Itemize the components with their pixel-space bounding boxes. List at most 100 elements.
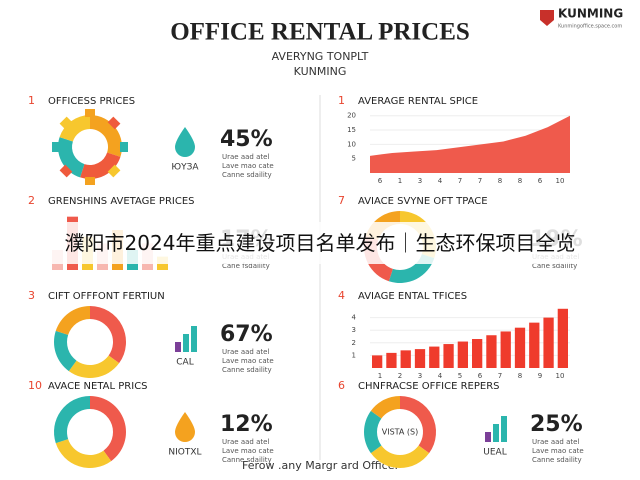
bar <box>429 346 440 368</box>
x-tick-label: 3 <box>418 177 422 185</box>
gear-tooth <box>52 142 60 152</box>
x-tick-label: 4 <box>438 177 443 185</box>
body-line: Canne sdaility <box>222 171 272 179</box>
bars-icon <box>501 416 507 442</box>
bar <box>529 322 540 368</box>
icon-caption: CAL <box>176 358 193 368</box>
bars-icon <box>191 326 197 352</box>
bar <box>514 327 526 368</box>
panel-num: 2 <box>28 194 35 207</box>
x-tick-label: 7 <box>458 177 462 185</box>
percent: 12% <box>220 412 273 437</box>
donut-segment <box>80 152 121 179</box>
gear-tooth <box>107 164 121 178</box>
donut-segment <box>54 330 77 372</box>
bars-icon <box>493 424 499 442</box>
gear-tooth <box>120 142 128 152</box>
body-line: Urae aad atel <box>222 153 269 161</box>
donut-segment <box>370 445 430 468</box>
donut-segment <box>54 396 90 444</box>
donut-segment <box>55 306 90 335</box>
y-tick-label: 2 <box>352 339 356 347</box>
gear-tooth <box>59 116 73 130</box>
y-tick-label: 5 <box>352 155 356 163</box>
x-tick-label: 1 <box>398 177 402 185</box>
y-tick-label: 4 <box>352 314 357 322</box>
bar <box>557 308 568 368</box>
bars-icon <box>183 334 189 352</box>
x-tick-label: 7 <box>498 372 502 380</box>
percent: 25% <box>530 412 583 437</box>
panel-title: AVIACE SVYNE OFT TPACE <box>358 196 488 207</box>
body-line: Lave mao cate <box>222 357 274 365</box>
x-tick-label: 10 <box>556 177 565 185</box>
y-tick-label: 3 <box>352 326 356 334</box>
donut-segment <box>90 115 122 157</box>
footer: Ferow .any Margr ard Office. <box>242 459 398 472</box>
body-line: Cane fsdaility <box>222 262 270 270</box>
gear-tooth <box>59 164 73 178</box>
bars-icon <box>485 432 491 442</box>
panel-title: AVIAGE ENTAL TFICES <box>358 291 467 302</box>
subtitle: AVERYNG TONPLT <box>272 50 369 63</box>
body-line: Canne sdaility <box>222 366 272 374</box>
donut-center: VISTA (S) <box>382 428 419 437</box>
x-tick-label: 8 <box>518 372 522 380</box>
x-tick-label: 8 <box>518 177 522 185</box>
body-line: Lave mao cate <box>222 447 274 455</box>
body-line: Cane sdaility <box>532 262 577 270</box>
panel-title: GRENSHINS AVETAGE PRICES <box>48 196 195 207</box>
x-tick-label: 9 <box>538 372 542 380</box>
bar <box>386 352 397 368</box>
body-line: Canne sdaility <box>222 456 272 464</box>
y-tick-label: 20 <box>347 112 356 120</box>
x-tick-label: 10 <box>556 372 565 380</box>
donut-segment <box>59 115 90 142</box>
percent: 45% <box>220 127 273 152</box>
panel-num: 6 <box>338 379 345 392</box>
y-tick-label: 1 <box>352 351 356 359</box>
panel-title: OFFICESS PRICES <box>48 96 135 107</box>
bars-icon <box>175 342 181 352</box>
panel-num: 1 <box>28 94 35 107</box>
x-tick-label: 2 <box>398 372 402 380</box>
x-tick-label: 5 <box>458 372 462 380</box>
x-tick-label: 6 <box>378 177 383 185</box>
panel-title: AVACE NETAL PRICS <box>48 381 148 392</box>
bar <box>400 350 411 368</box>
bar <box>486 335 497 368</box>
bar <box>414 349 426 368</box>
bar <box>372 355 383 368</box>
gear-tooth <box>107 116 121 130</box>
y-tick-label: 10 <box>347 140 356 148</box>
bar <box>443 344 454 368</box>
icon-caption: ЮYЗA <box>171 163 199 173</box>
area <box>370 115 570 173</box>
city: KUNMING <box>294 65 347 78</box>
logo-text: KUNMING <box>558 7 623 21</box>
donut-segment <box>363 410 382 454</box>
bar <box>457 341 468 368</box>
bar <box>500 331 511 368</box>
body-line: Urae aad atel <box>532 438 579 446</box>
gear-tooth <box>85 109 95 117</box>
body-line: Lave mao cate <box>222 162 274 170</box>
donut-segment <box>55 439 112 468</box>
donut-segment <box>68 355 120 378</box>
donut-segment <box>400 396 436 454</box>
drop-icon <box>175 127 195 157</box>
x-tick-label: 1 <box>378 372 382 380</box>
donut-segment <box>57 137 85 178</box>
x-tick-label: 4 <box>438 372 443 380</box>
drop-icon <box>175 412 195 442</box>
panel-num: 4 <box>338 289 345 302</box>
icon-caption: NIOTXL <box>168 448 201 458</box>
logo-sub: Kunmingoffice.space.com <box>558 24 622 30</box>
donut-segment <box>370 396 400 419</box>
bar <box>472 339 483 368</box>
panel-title: CIFT OFFFONT FERTIUN <box>48 291 165 302</box>
logo-icon <box>540 10 554 26</box>
panel-num: 1 <box>338 94 345 107</box>
x-tick-label: 6 <box>478 372 483 380</box>
body-line: Urae aad atel <box>222 348 269 356</box>
